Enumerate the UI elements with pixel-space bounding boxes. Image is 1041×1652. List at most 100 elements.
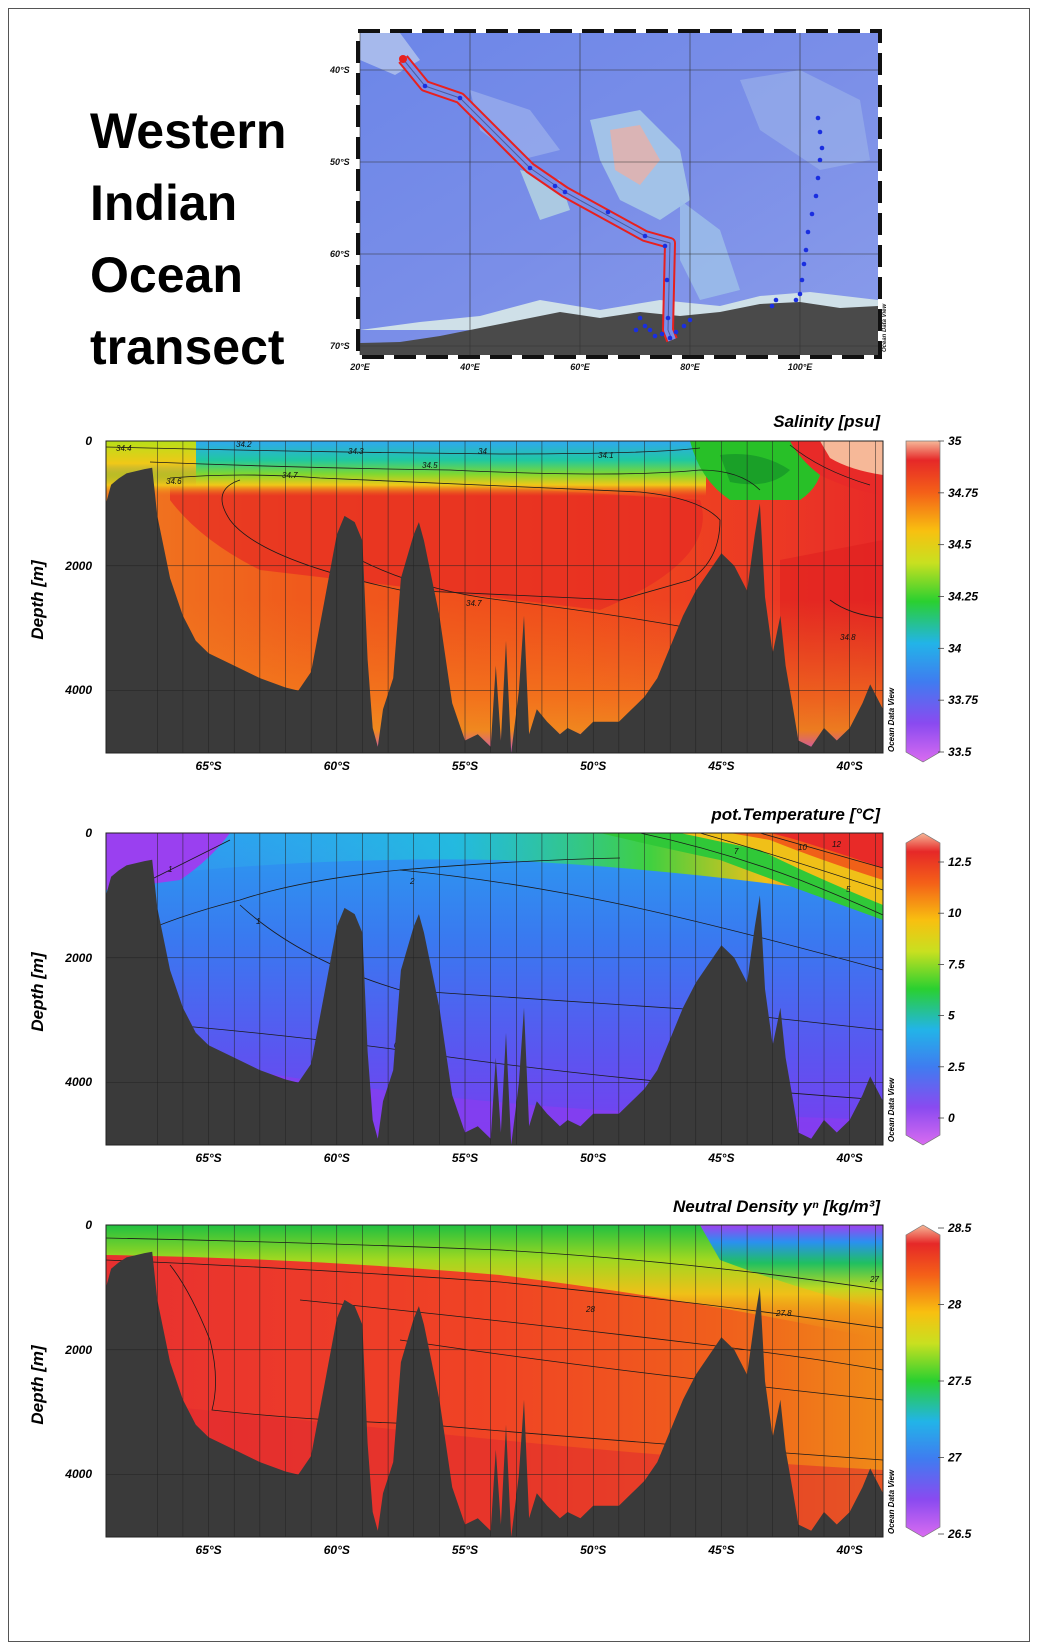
page-title: Western Indian Ocean transect [90, 95, 286, 383]
xtick: 45°S [707, 1151, 734, 1165]
station-marker [797, 291, 803, 297]
colorbar-tick: 34.25 [948, 590, 978, 604]
ytick: 2000 [64, 1343, 92, 1357]
map-lat-labels: 40°S 50°S 60°S 70°S [329, 65, 350, 351]
ytick: 0 [85, 826, 92, 840]
figure-frame [8, 8, 1030, 1642]
contour-label: 1 [256, 917, 260, 926]
colorbar-tick: 26.5 [947, 1527, 972, 1541]
station-marker [801, 261, 807, 267]
density-ylabel: Depth [m] [28, 1344, 47, 1425]
temperature-section: pot.Temperature [°C] 1 2 [28, 805, 972, 1165]
contour-label: 34.3 [348, 447, 364, 456]
xtick: 55°S [452, 1543, 478, 1557]
station-marker [562, 189, 568, 195]
station-marker [642, 323, 648, 329]
xtick: 65°S [196, 759, 222, 773]
map-lon-labels: 20°E 40°E 60°E 80°E 100°E [349, 362, 813, 372]
station-marker [687, 317, 693, 323]
contour-label: 34.5 [422, 461, 438, 470]
lat-label: 60°S [330, 249, 350, 259]
temperature-grid [106, 833, 883, 1145]
antarctica-land [360, 302, 878, 355]
colorbar-tick: 0 [948, 1111, 955, 1125]
ytick: 2000 [64, 951, 92, 965]
temperature-colorbar [905, 832, 941, 1146]
density-xticks: 65°S 60°S 55°S 50°S 45°S 40°S [196, 1543, 863, 1557]
salinity-xticks: 65°S 60°S 55°S 50°S 45°S 40°S [196, 759, 863, 773]
xtick: 50°S [580, 1151, 606, 1165]
station-marker [793, 297, 799, 303]
xtick: 55°S [452, 759, 478, 773]
temperature-ylabel: Depth [m] [28, 951, 47, 1032]
xtick: 45°S [707, 1543, 734, 1557]
density-colorbar [905, 1224, 941, 1538]
salinity-title: Salinity [psu] [773, 412, 881, 431]
station-marker [527, 165, 533, 171]
temperature-xticks: 65°S 60°S 55°S 50°S 45°S 40°S [196, 1151, 863, 1165]
station-marker [457, 95, 463, 101]
station-marker [662, 243, 668, 249]
ytick: 0 [85, 434, 92, 448]
xtick: 65°S [196, 1151, 222, 1165]
station-marker [667, 335, 673, 341]
contour-label: 34.7 [466, 599, 482, 608]
station-marker [659, 331, 665, 337]
colorbar-tick: 7.5 [948, 957, 965, 971]
xtick: 45°S [707, 759, 734, 773]
salinity-field: 34.4 34.2 34.3 34 34.1 34.5 34.7 34.6 34… [105, 440, 884, 753]
colorbar-tick: 33.75 [948, 693, 978, 707]
station-marker [815, 175, 821, 181]
colorbar-tick: 27 [947, 1451, 963, 1465]
density-contour-labels: 28 27.8 27 [585, 1275, 879, 1318]
salinity-ylabel: Depth [m] [28, 559, 47, 640]
xtick: 65°S [196, 1543, 222, 1557]
temperature-field: 1 2 1 0 7 10 12 5 [105, 832, 884, 1145]
station-marker [605, 209, 611, 215]
lat-label: 70°S [330, 341, 350, 351]
station-marker [637, 315, 643, 321]
lat-label: 50°S [330, 157, 350, 167]
colorbar-tick: 34 [948, 641, 962, 655]
start-marker [399, 55, 407, 63]
colorbar-tick: 34.5 [948, 538, 972, 552]
contour-label: 34.7 [282, 471, 298, 480]
station-marker [665, 315, 671, 321]
ytick: 4000 [64, 1075, 92, 1089]
contour-label: 12 [832, 840, 841, 849]
station-marker [815, 115, 821, 121]
contour-label: 34.6 [166, 477, 182, 486]
xtick: 55°S [452, 1151, 478, 1165]
ytick: 4000 [64, 1467, 92, 1481]
salinity-grid [106, 441, 883, 753]
xtick: 50°S [580, 759, 606, 773]
station-marker [773, 297, 779, 303]
station-marker [813, 193, 819, 199]
title-line: Ocean [90, 247, 243, 303]
colorbar-tick: 35 [948, 434, 962, 448]
station-marker [673, 329, 679, 335]
density-colorbar-ticks: 28.5 28 27.5 27 26.5 [938, 1221, 972, 1541]
density-field: 28 27.8 27 [105, 1225, 884, 1537]
station-marker [552, 183, 558, 189]
title-line: Western [90, 103, 287, 159]
colorbar-tick: 34.75 [948, 486, 978, 500]
contour-label: 27.8 [775, 1309, 792, 1318]
map-watermark: Ocean Data View [882, 304, 888, 352]
xtick: 60°S [324, 759, 350, 773]
stations [422, 83, 825, 341]
density-grid [106, 1225, 883, 1537]
station-marker [652, 333, 658, 339]
colorbar-tick: 2.5 [947, 1060, 965, 1074]
station-marker [633, 327, 639, 333]
density-watermark: Ocean Data View [887, 1469, 896, 1534]
station-marker [769, 303, 775, 309]
station-marker [817, 157, 823, 163]
salinity-colorbar [905, 440, 941, 763]
density-bathymetry [106, 1251, 883, 1537]
ytick: 4000 [64, 683, 92, 697]
temperature-bathymetry [106, 859, 883, 1145]
density-title: Neutral Density γⁿ [kg/m³] [673, 1197, 881, 1216]
title-line: transect [90, 319, 285, 375]
